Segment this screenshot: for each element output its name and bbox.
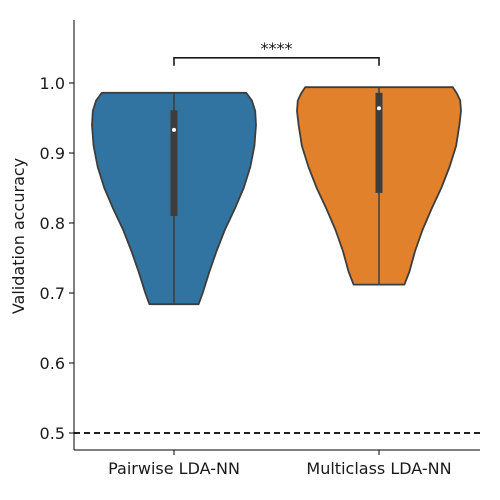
violin-iqr-box xyxy=(170,110,178,216)
significance-stars: **** xyxy=(261,39,293,58)
x-tick-label: Pairwise LDA-NN xyxy=(108,459,240,478)
y-axis-label: Validation accuracy xyxy=(9,158,28,314)
axes: 0.5 0.6 0.7 0.8 0.9 1.0 Pairwise LDA-NN Multicl… xyxy=(40,20,480,478)
violin-median-dot xyxy=(172,127,176,132)
y-tick-label: 0.9 xyxy=(40,144,65,163)
y-tick-label: 0.8 xyxy=(40,214,65,233)
y-tick-label: 0.5 xyxy=(40,424,65,443)
y-tick-label: 0.7 xyxy=(40,284,65,303)
violin-median-dot xyxy=(377,106,381,111)
violin-iqr-box xyxy=(375,92,383,193)
y-tick-label: 1.0 xyxy=(40,74,65,93)
violins xyxy=(91,86,462,306)
significance-bracket xyxy=(173,57,380,66)
y-tick-label: 0.6 xyxy=(40,354,65,373)
x-tick-label: Multiclass LDA-NN xyxy=(306,459,451,478)
significance-annotation: **** xyxy=(173,39,380,66)
